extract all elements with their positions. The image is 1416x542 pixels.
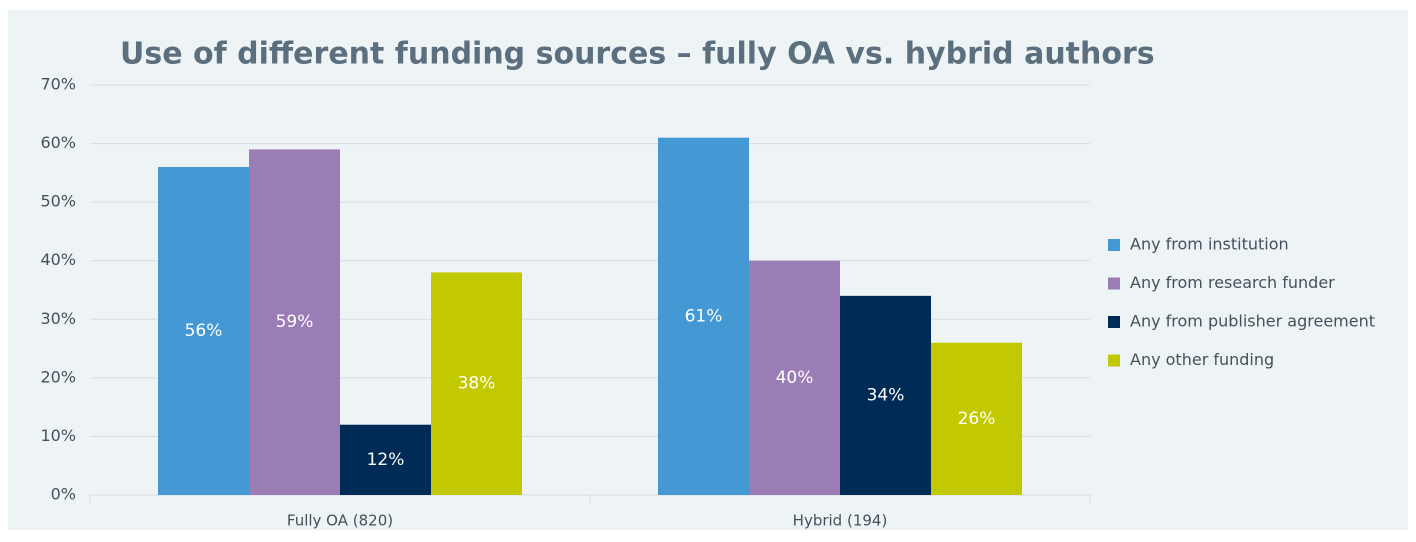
data-label: 38% [458,374,496,394]
bar [840,295,931,495]
bar [431,272,522,495]
bar [158,167,249,495]
y-tick-label: 50% [40,192,76,211]
data-label: 34% [867,385,905,405]
data-label: 56% [185,321,223,341]
y-tick-label: 40% [40,250,76,269]
chart-title: Use of different funding sources – fully… [120,37,1155,72]
data-label: 40% [776,368,814,388]
y-tick-label: 60% [40,133,76,152]
y-tick-label: 30% [40,309,76,328]
x-tick-label: Hybrid (194) [793,512,888,530]
y-tick-label: 0% [51,485,76,504]
bar [658,137,749,495]
y-tick-label: 70% [40,75,76,94]
legend-swatch [1108,277,1120,290]
legend-label: Any other funding [1130,350,1274,369]
data-label: 59% [276,312,314,332]
bar [249,149,340,495]
legend-swatch [1108,239,1120,251]
bar [340,424,431,495]
y-tick-label: 10% [40,426,76,445]
data-label: 26% [958,409,996,429]
legend-swatch [1108,354,1120,367]
data-label: 12% [367,450,405,470]
x-tick-label: Fully OA (820) [287,512,393,530]
legend-label: Any from institution [1130,235,1289,254]
y-tick-label: 20% [40,367,76,386]
legend-label: Any from research funder [1130,273,1335,292]
legend-swatch [1108,316,1120,328]
legend-label: Any from publisher agreement [1130,312,1375,331]
bar [931,342,1022,495]
data-label: 61% [685,306,723,326]
bar [749,260,840,495]
